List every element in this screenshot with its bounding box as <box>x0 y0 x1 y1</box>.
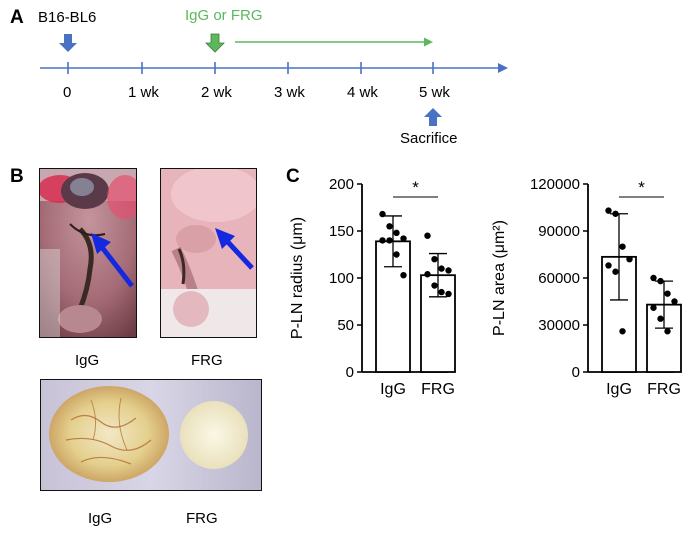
area-chart-point-FRG-0 <box>650 274 657 282</box>
radius-chart-category-label-FRG: FRG <box>421 381 455 398</box>
radius-chart-y-tick-label-3: 150 <box>329 223 354 240</box>
timeline-tick-label-2: 2 wk <box>201 84 232 101</box>
area-chart-point-IgG-3 <box>626 256 633 263</box>
area-chart-point-FRG-2 <box>664 290 671 297</box>
area-chart-y-tick-label-3: 90000 <box>538 223 580 240</box>
panel-label-c: C <box>286 166 300 187</box>
treatment-arrow-icon <box>205 33 225 53</box>
radius-chart-point-FRG-6 <box>438 288 445 296</box>
radius-chart-point-IgG-4 <box>379 237 386 244</box>
area-chart-point-FRG-5 <box>657 315 664 322</box>
mouse-photo-frg <box>160 168 257 338</box>
radius-chart-point-IgG-2 <box>393 229 400 237</box>
area-chart-y-tick-label-1: 30000 <box>538 317 580 334</box>
area-chart-category-label-IgG: IgG <box>606 381 632 398</box>
injection-arrow-icon <box>59 34 77 52</box>
radius-chart-y-tick-label-0: 0 <box>346 364 354 381</box>
area-chart-point-FRG-3 <box>671 298 678 305</box>
radius-chart-category-label-IgG: IgG <box>380 381 406 398</box>
radius-chart-y-tick-label-1: 50 <box>337 317 354 334</box>
timeline-start-label: B16-BL6 <box>38 9 97 26</box>
timeline-end-label: Sacrifice <box>400 130 458 147</box>
area-chart-y-axis-label: P-LN area (μm²) <box>491 220 508 336</box>
radius-chart-y-tick-label-4: 200 <box>329 176 354 193</box>
chart-radius: 0 50 100 150 200 P-LN radius (μm) IgG FRG * <box>289 176 456 398</box>
radius-chart-y-axis-label: P-LN radius (μm) <box>289 217 306 339</box>
radius-chart-point-IgG-5 <box>386 237 393 244</box>
radius-chart-point-FRG-5 <box>431 282 438 289</box>
radius-chart-point-FRG-3 <box>445 267 452 274</box>
panel-label-a: A <box>10 7 24 28</box>
mouse-photo-igg <box>39 168 137 338</box>
area-chart-point-IgG-2 <box>619 243 626 250</box>
mouse-photo-igg-caption: IgG <box>75 352 100 369</box>
lymph-node-photo <box>40 379 262 491</box>
sacrifice-arrow-icon <box>424 108 442 126</box>
radius-chart-point-IgG-7 <box>400 271 407 279</box>
radius-chart-point-IgG-6 <box>393 251 400 258</box>
radius-chart-y-tick-label-2: 100 <box>329 270 354 287</box>
area-chart-significance-star: * <box>638 178 645 197</box>
radius-chart-point-FRG-2 <box>438 265 445 272</box>
area-chart-point-IgG-5 <box>612 268 619 275</box>
area-chart-point-FRG-1 <box>657 277 664 285</box>
timeline-tick-label-5: 5 wk <box>419 84 450 101</box>
mouse-photo-frg-caption: FRG <box>191 352 223 369</box>
node-pointer-arrow-icon-frg <box>215 228 254 270</box>
timeline-tick-label-0: 0 <box>63 84 72 101</box>
area-chart-y-tick-label-0: 0 <box>572 364 580 381</box>
timeline-tick-label-1: 1 wk <box>128 84 159 101</box>
radius-chart-point-FRG-1 <box>431 256 438 263</box>
treatment-duration-arrowhead <box>424 37 433 47</box>
node-pointer-arrow-icon-igg <box>91 233 134 288</box>
area-chart-point-FRG-6 <box>664 328 671 335</box>
timeline-treatment-label: IgG or FRG <box>185 7 263 24</box>
radius-chart-point-IgG-3 <box>400 235 407 242</box>
radius-chart-point-FRG-4 <box>424 271 431 278</box>
area-chart-point-IgG-1 <box>612 210 619 217</box>
lymph-node-frg-caption: FRG <box>186 510 218 527</box>
radius-chart-significance-star: * <box>412 178 419 197</box>
area-chart-point-FRG-4 <box>650 304 657 311</box>
area-chart-point-IgG-4 <box>605 262 612 269</box>
chart-area: 0 30000 60000 90000 120000 P-LN area (μm²) IgG… <box>491 176 682 398</box>
radius-chart-point-IgG-0 <box>379 210 386 218</box>
timeline-tick-label-3: 3 wk <box>274 84 305 101</box>
timeline-axis-arrowhead <box>498 63 508 73</box>
lymph-node-igg-caption: IgG <box>88 510 113 527</box>
panel-label-b: B <box>10 166 24 187</box>
area-chart-y-tick-label-2: 60000 <box>538 270 580 287</box>
area-chart-point-IgG-0 <box>605 207 612 214</box>
radius-chart-point-IgG-1 <box>386 223 393 230</box>
area-chart-category-label-FRG: FRG <box>647 381 681 398</box>
area-chart-y-tick-label-4: 120000 <box>530 176 580 193</box>
timeline-tick-marks <box>67 62 434 74</box>
timeline-tick-label-4: 4 wk <box>347 84 378 101</box>
radius-chart-point-FRG-0 <box>424 232 431 239</box>
radius-chart-point-FRG-7 <box>445 290 452 298</box>
timeline <box>40 33 508 126</box>
area-chart-point-IgG-6 <box>619 328 626 335</box>
